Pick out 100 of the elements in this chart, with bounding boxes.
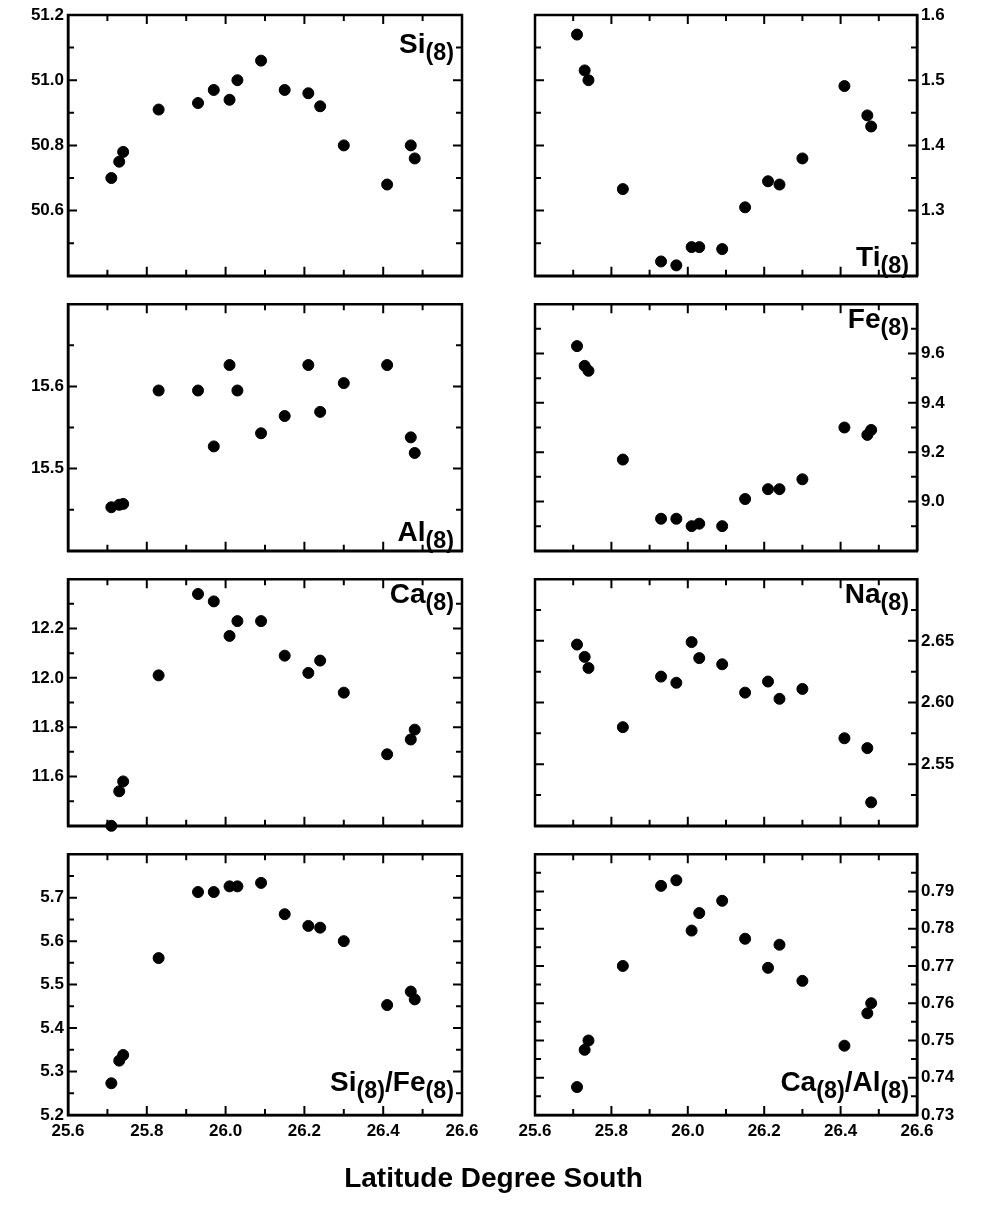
point [865, 423, 878, 436]
point [762, 961, 775, 974]
point [255, 615, 268, 628]
point [117, 775, 130, 788]
y-tick-label: 1.4 [921, 135, 946, 155]
point [670, 676, 683, 689]
x-tick-label: 25.6 [518, 1120, 552, 1140]
x-tick-label: 26.0 [671, 1120, 705, 1140]
text: Si$_{(8)}$/Fe$_{(8)}$ [330, 1065, 454, 1105]
point [207, 440, 220, 453]
point [578, 1043, 591, 1056]
y-tick-label: 12.0 [30, 667, 64, 687]
point [582, 74, 595, 87]
point [796, 152, 809, 165]
point [207, 595, 220, 608]
y-tick-label: 9.2 [921, 441, 945, 461]
point [337, 935, 350, 948]
point [231, 74, 244, 87]
point [655, 670, 668, 683]
point [685, 924, 698, 937]
y-tick-label: 15.6 [30, 376, 64, 396]
point [582, 661, 595, 674]
point [381, 359, 394, 372]
point [302, 359, 315, 372]
point [231, 384, 244, 397]
point [337, 139, 350, 152]
point [223, 93, 236, 106]
y-tick-label: 1.6 [921, 4, 945, 24]
y-tick-label: 5.4 [40, 1017, 65, 1037]
point [578, 650, 591, 663]
point [152, 384, 165, 397]
point [861, 742, 874, 755]
point [578, 64, 591, 77]
point [278, 409, 291, 422]
point [762, 675, 775, 688]
point [616, 721, 629, 734]
point [582, 364, 595, 377]
point [865, 120, 878, 133]
point [865, 796, 878, 809]
point [616, 453, 629, 466]
point [762, 175, 775, 188]
point [255, 427, 268, 440]
point [207, 886, 220, 899]
y-tick-label: 0.75 [921, 1030, 955, 1050]
point [404, 431, 417, 444]
point [582, 1034, 595, 1047]
y-tick-label: 0.78 [921, 918, 955, 938]
point [796, 974, 809, 987]
y-tick-label: 0.76 [921, 992, 955, 1012]
point [337, 686, 350, 699]
point [773, 938, 786, 951]
y-tick-label: 1.3 [921, 200, 945, 220]
y-tick-label: 11.8 [31, 716, 64, 736]
point [865, 997, 878, 1010]
point [616, 959, 629, 972]
point [739, 932, 752, 945]
text: Ti$_{(8)}$ [856, 240, 909, 280]
x-tick-label: 26.4 [824, 1120, 858, 1140]
y-tick-label: 0.74 [921, 1067, 955, 1087]
y-tick-label: 0.79 [921, 881, 955, 901]
y-tick-label: 5.6 [40, 930, 64, 950]
point [571, 1081, 584, 1094]
point [117, 1049, 130, 1062]
point [314, 405, 327, 418]
x-axis-title: Latitude Degree South [343, 1162, 644, 1194]
chart-title: Na$_{(8)}$ [844, 577, 909, 617]
point [670, 259, 683, 272]
point [838, 1039, 851, 1052]
point [381, 999, 394, 1012]
text: Ca$_{(8)}$/Al$_{(8)}$ [780, 1065, 909, 1105]
y-tick-label: 9.6 [921, 343, 945, 363]
x-tick-label: 26.4 [366, 1120, 401, 1140]
point [337, 377, 350, 390]
point [796, 473, 809, 486]
y-tick-label: 5.3 [40, 1061, 64, 1081]
y-tick-label: 50.6 [30, 200, 64, 220]
point [739, 686, 752, 699]
point [408, 993, 421, 1006]
y-tick-label: 11.6 [31, 766, 64, 786]
point [693, 907, 706, 920]
text: Si$_{(8)}$ [399, 27, 454, 67]
point [408, 152, 421, 165]
point [408, 723, 421, 736]
point [693, 652, 706, 665]
point [192, 97, 205, 110]
y-tick-label: 9.0 [921, 491, 945, 511]
point [796, 682, 809, 695]
point [655, 879, 668, 892]
point [716, 243, 729, 256]
y-tick-label: 2.60 [921, 692, 955, 712]
y-tick-label: 2.65 [921, 630, 955, 650]
y-tick-label: 1.5 [921, 69, 945, 89]
point [404, 139, 417, 152]
y-tick-label: 9.4 [921, 392, 946, 412]
point [105, 1077, 118, 1090]
point [716, 894, 729, 907]
y-tick-label: 51.2 [30, 4, 64, 24]
point [861, 1007, 874, 1020]
y-tick-label: 5.7 [40, 887, 64, 907]
point [616, 183, 629, 196]
